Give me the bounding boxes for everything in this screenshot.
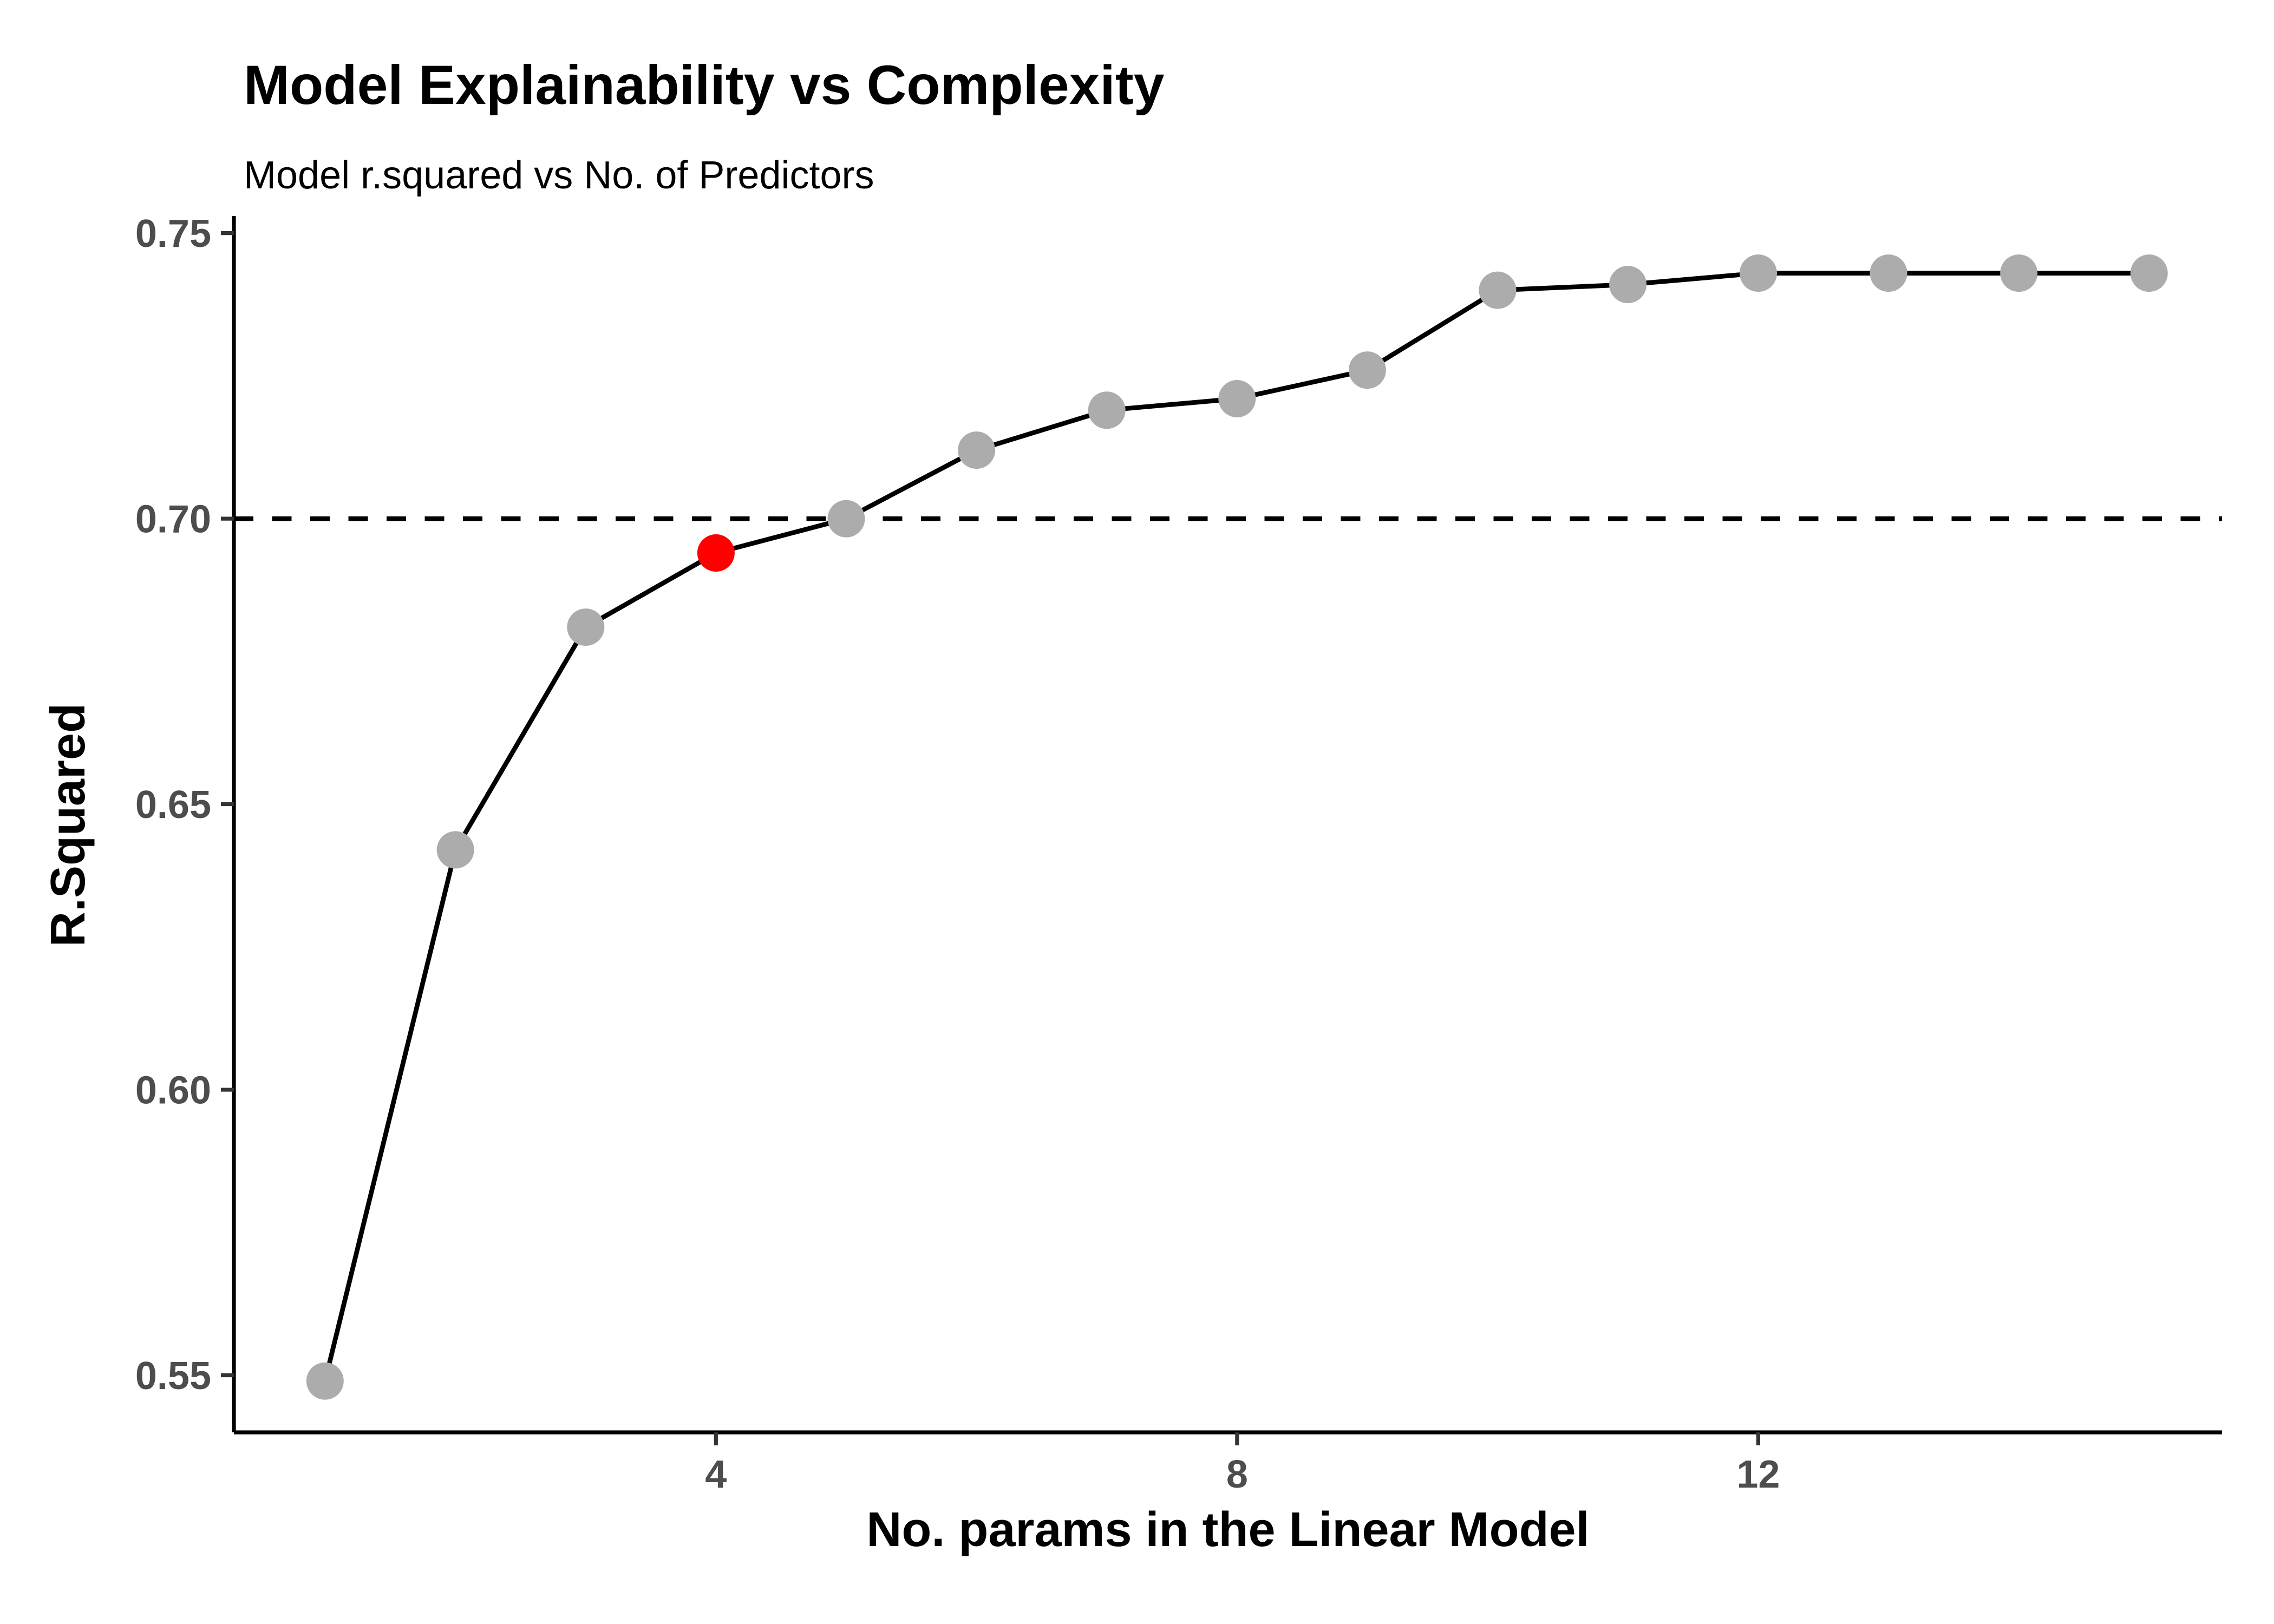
data-point xyxy=(1088,391,1126,429)
y-tick-label: 0.75 xyxy=(135,212,211,256)
y-tick-label: 0.55 xyxy=(135,1354,211,1398)
data-point xyxy=(306,1362,344,1400)
series-line xyxy=(322,271,2152,1384)
data-point xyxy=(436,831,474,869)
data-point xyxy=(958,431,996,469)
highlighted-data-point xyxy=(697,534,735,572)
data-point xyxy=(1348,351,1386,389)
data-point xyxy=(1218,380,1256,417)
y-tick-label: 0.70 xyxy=(135,498,211,541)
data-point xyxy=(827,500,865,538)
data-series xyxy=(306,254,2168,1400)
y-axis-title: R.Squared xyxy=(41,703,95,947)
x-tick-label: 12 xyxy=(1736,1453,1780,1496)
data-point xyxy=(2000,254,2038,292)
data-point xyxy=(567,608,605,646)
x-tick-label: 8 xyxy=(1226,1453,1248,1496)
y-tick-label: 0.60 xyxy=(135,1069,211,1112)
data-point xyxy=(2130,254,2168,292)
data-point xyxy=(1740,254,1777,292)
chart-title: Model Explainability vs Complexity xyxy=(244,54,1165,116)
data-point xyxy=(1479,271,1517,309)
data-point xyxy=(1609,266,1647,304)
data-point xyxy=(1870,254,1907,292)
axes: 0.55 0.60 0.65 0.70 0.75 4 8 12 xyxy=(135,212,2222,1496)
x-axis-title: No. params in the Linear Model xyxy=(866,1503,1589,1557)
chart-subtitle: Model r.squared vs No. of Predictors xyxy=(244,154,874,197)
y-tick-label: 0.65 xyxy=(135,783,211,827)
x-tick-label: 4 xyxy=(705,1453,727,1496)
